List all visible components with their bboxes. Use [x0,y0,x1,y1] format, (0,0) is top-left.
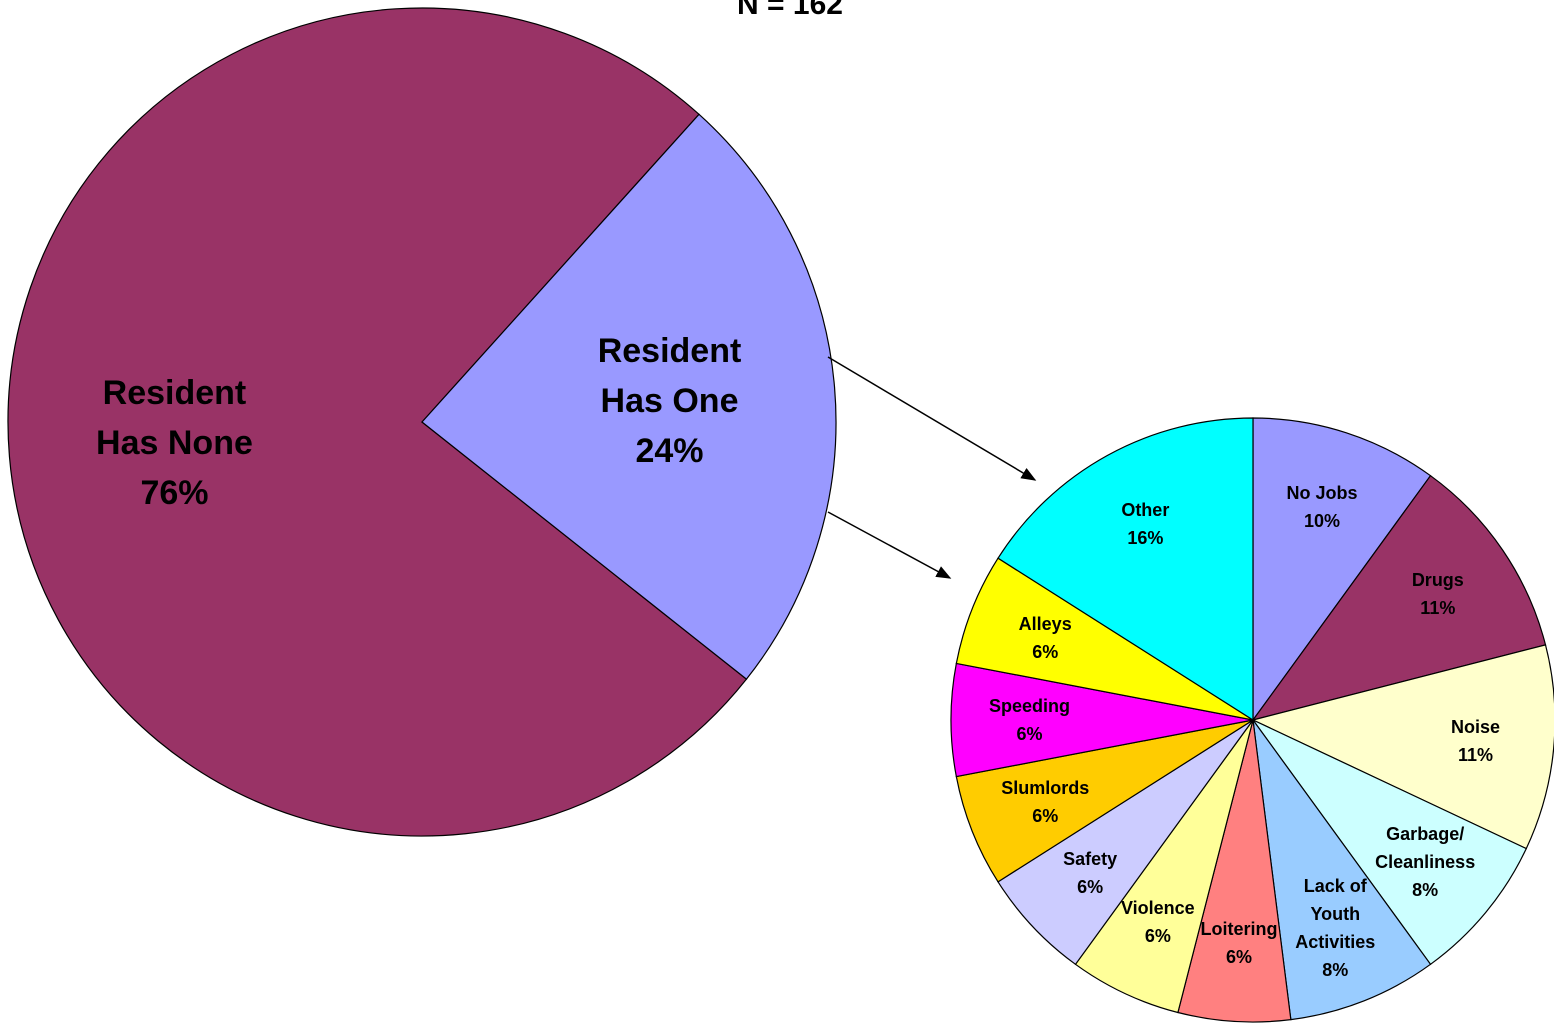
category-label: No Jobs [1286,483,1358,504]
value-label: 8% [1412,880,1439,901]
pie-slice [1251,474,1547,721]
category-label: Safety [1063,848,1118,869]
value-label: 6% [1032,806,1059,827]
pie-slice [7,7,748,837]
category-label: Loitering [1200,919,1278,940]
slice-label: Drugs 11% [1386,566,1490,622]
slice-label: Lack of Youth Activities 8% [1283,872,1387,984]
value-label: 16% [1127,528,1164,549]
value-label: 6% [1016,724,1043,744]
value-label: 8% [1322,959,1349,980]
slice-label: Violence 6% [1106,894,1210,950]
category-label: Drugs [1411,570,1464,591]
category-label: Violence [1120,898,1195,919]
pie-slice [421,113,837,680]
slice-label: Alleys 6% [993,610,1097,666]
value-label: 6% [1144,926,1171,947]
slice-label: Slumlords 6% [993,774,1097,830]
category-label: Slumlords [1001,778,1090,799]
slice-label: Resident Has One 24% [565,326,775,476]
slice-label: Noise 11% [1423,713,1527,769]
category-label: Other [1121,500,1170,521]
category-label: Lack of Youth Activities [1295,875,1376,952]
arrow [827,356,1037,481]
slice-label: No Jobs 10% [1270,479,1374,535]
category-label: Garbage/ Cleanliness [1375,824,1476,873]
value-label: 24% [635,432,704,471]
value-label: 10% [1304,511,1341,532]
category-label: Resident Has One [597,332,742,421]
slice-label: Loitering 6% [1187,915,1291,971]
category-label: Noise [1450,717,1500,738]
pie-slice [1252,719,1528,966]
slice-label: Other 16% [1093,496,1197,552]
category-label: Alleys [1018,613,1072,634]
pie-slice [1252,719,1432,1021]
pie-slice [997,417,1254,722]
slice-label: Safety 6% [1038,845,1142,901]
value-label: 6% [1225,947,1252,968]
chart-title: N = 162 [737,0,843,21]
value-label: 6% [1077,876,1104,897]
value-label: 6% [1032,641,1059,662]
value-label: 11% [1457,745,1493,766]
category-label: Resident Has None [96,373,253,462]
pie-slice [1252,417,1432,722]
arrow [827,511,952,579]
value-label: 11% [1420,598,1456,619]
category-label: Speeding [989,696,1071,716]
slice-label: Resident Has None 76% [69,368,279,518]
value-label: 76% [140,473,209,512]
slice-label: Garbage/ Cleanliness 8% [1373,820,1477,904]
slice-label: Speeding 6% [978,692,1082,748]
